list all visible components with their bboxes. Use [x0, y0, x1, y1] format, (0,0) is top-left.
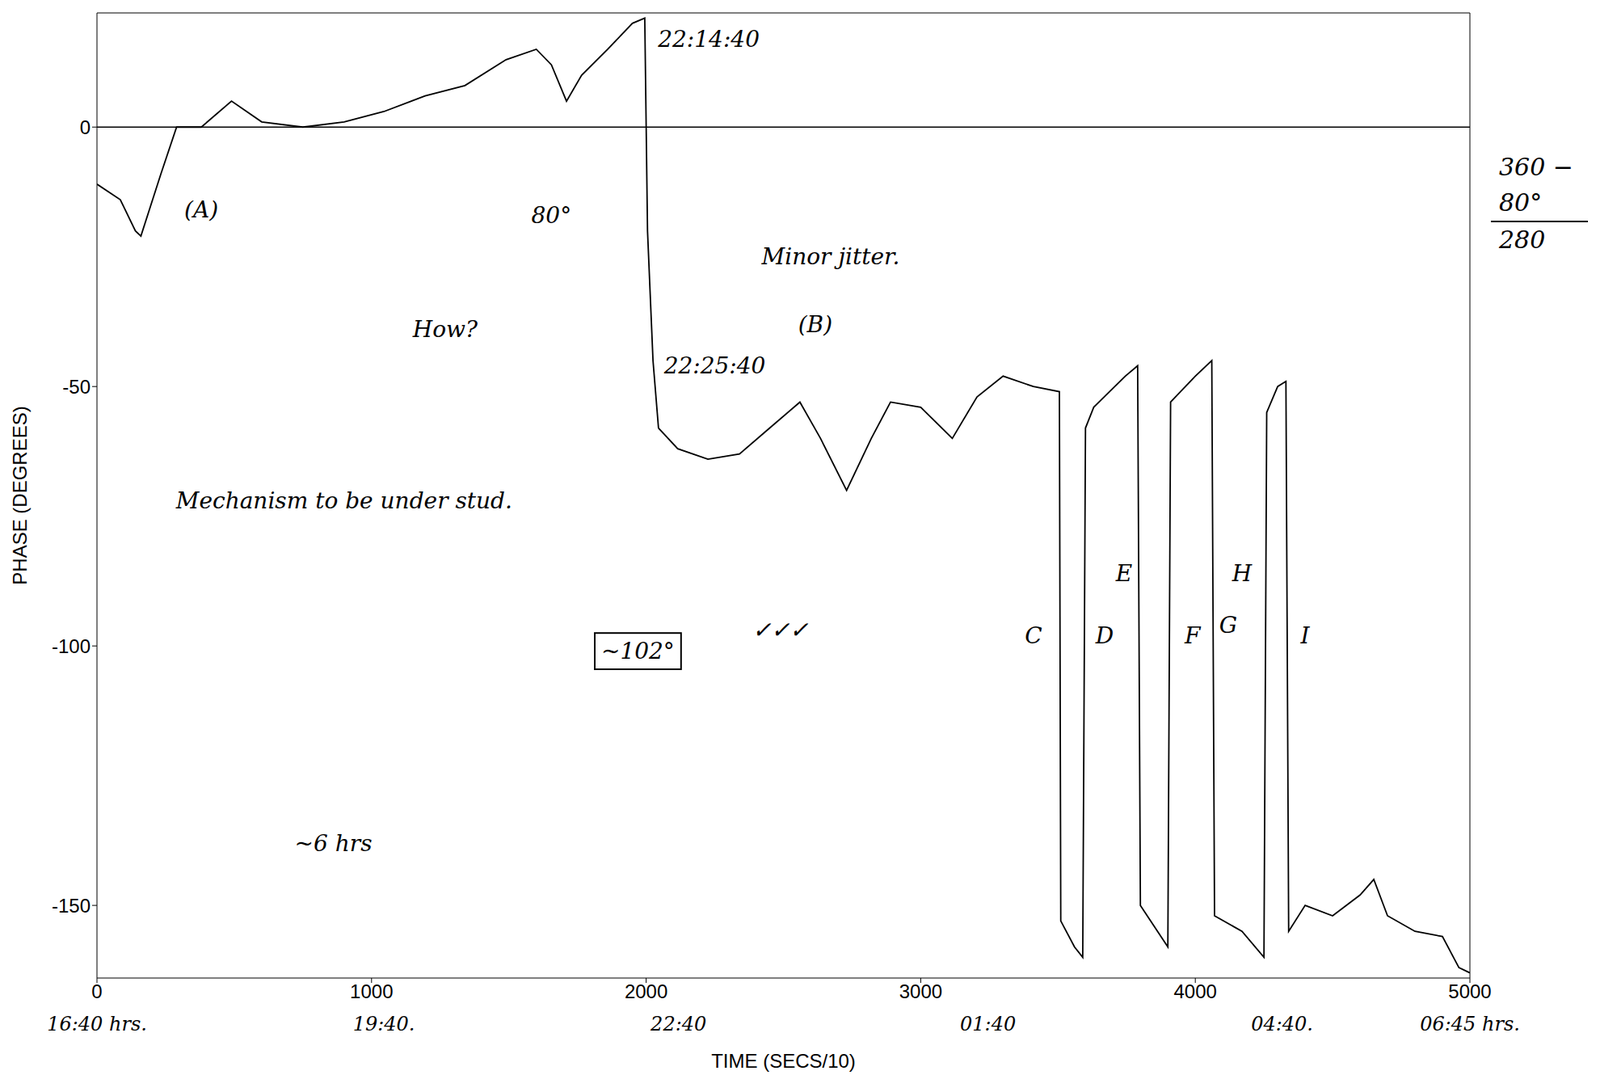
svg-text:F: F [1183, 622, 1202, 649]
svg-text:How?: How? [412, 315, 479, 343]
svg-text:22:14:40: 22:14:40 [656, 25, 760, 53]
svg-text:0: 0 [80, 116, 91, 139]
svg-text:E: E [1115, 560, 1133, 587]
svg-text:4000: 4000 [1174, 980, 1217, 1003]
svg-text:(A): (A) [184, 196, 219, 224]
svg-text:~6 hrs: ~6 hrs [294, 829, 373, 857]
svg-text:-50: -50 [62, 375, 91, 398]
svg-text:19:40.: 19:40. [353, 1012, 416, 1036]
svg-text:22:25:40: 22:25:40 [663, 352, 767, 379]
svg-text:~102°: ~102° [601, 637, 675, 665]
svg-text:22:40: 22:40 [649, 1012, 707, 1036]
html-text:280: 280 [1498, 225, 1546, 254]
svg-text:C: C [1024, 622, 1042, 649]
html-text:360 −: 360 − [1498, 152, 1574, 182]
svg-text:04:40.: 04:40. [1250, 1012, 1314, 1036]
svg-text:06:45 hrs.: 06:45 hrs. [1419, 1012, 1520, 1036]
svg-text:✓✓✓: ✓✓✓ [752, 616, 809, 644]
svg-text:5000: 5000 [1448, 980, 1491, 1003]
svg-text:(B): (B) [798, 311, 833, 338]
svg-text:G: G [1219, 611, 1238, 639]
svg-text:Mechanism to be under stud.: Mechanism to be under stud. [175, 487, 513, 514]
html-text:80°: 80° [1498, 188, 1542, 217]
svg-text:2000: 2000 [624, 980, 668, 1003]
svg-text:80°: 80° [531, 202, 573, 229]
svg-text:1000: 1000 [349, 980, 393, 1003]
svg-text:3000: 3000 [899, 980, 943, 1003]
svg-text:0: 0 [91, 980, 102, 1003]
svg-text:PHASE (DEGREES): PHASE (DEGREES) [8, 405, 31, 585]
svg-text:01:40: 01:40 [960, 1012, 1016, 1036]
svg-text:-150: -150 [51, 894, 91, 917]
svg-text:D: D [1094, 622, 1114, 649]
svg-text:H: H [1231, 560, 1253, 587]
svg-text:16:40 hrs.: 16:40 hrs. [46, 1012, 148, 1036]
svg-text:TIME (SECS/10): TIME (SECS/10) [711, 1049, 856, 1072]
svg-text:Minor jitter.: Minor jitter. [761, 243, 901, 270]
svg-text:I: I [1300, 622, 1311, 649]
svg-text:-100: -100 [51, 635, 91, 657]
